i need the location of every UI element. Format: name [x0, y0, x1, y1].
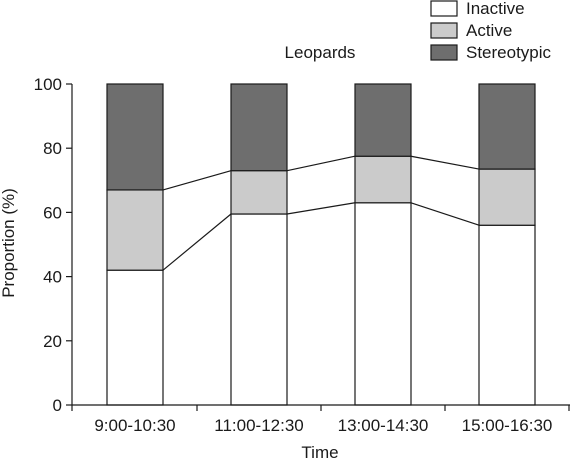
bar-active-2	[230, 170, 288, 215]
connector-line-inactive-3	[410, 202, 480, 226]
bar-inactive-4	[478, 224, 536, 406]
bar-active-3	[354, 155, 412, 204]
y-tick-label: 40	[43, 268, 62, 287]
x-tick-label: 9:00-10:30	[94, 416, 175, 435]
legend-label-active: Active	[466, 21, 512, 40]
chart-title: Leopards	[285, 43, 356, 62]
bar-inactive-3	[354, 202, 412, 406]
legend-label-inactive: Inactive	[466, 0, 525, 18]
axes-layer: 0 20 40 60 80 100 9:00-10:30 11:00-12:30 13:00-1…	[34, 75, 570, 435]
legend-swatch-stereotypic	[430, 44, 458, 61]
bar-stereotypic-4	[478, 83, 536, 170]
y-tick-label: 60	[43, 203, 62, 222]
bar-stereotypic-2	[230, 83, 288, 172]
x-tick-label: 11:00-12:30	[214, 416, 303, 435]
connector-line-inactive-1	[162, 213, 232, 271]
connector-line-active-3	[410, 155, 480, 170]
bar-stereotypic-1	[106, 83, 164, 191]
bar-inactive-2	[230, 213, 288, 406]
bar-stereotypic-3	[354, 83, 412, 157]
connector-lines-layer	[162, 155, 480, 271]
x-axis-label: Time	[301, 443, 338, 460]
y-tick-label: 0	[53, 396, 62, 415]
connector-line-inactive-2	[286, 202, 356, 215]
y-tick-label: 20	[43, 332, 62, 351]
bar-active-4	[478, 168, 536, 226]
legend-label-stereotypic: Stereotypic	[466, 43, 552, 62]
y-axis-label: Proportion (%)	[0, 188, 18, 298]
legend: Inactive Active Stereotypic	[430, 0, 552, 62]
legend-swatch-inactive	[430, 0, 458, 17]
bars-layer	[106, 83, 536, 406]
legend-swatch-active	[430, 22, 458, 39]
bar-active-1	[106, 189, 164, 271]
x-tick-label: 15:00-16:30	[462, 416, 553, 435]
y-tick-label: 80	[43, 139, 62, 158]
connector-line-active-1	[162, 170, 232, 191]
connector-line-active-2	[286, 155, 356, 172]
y-tick-label: 100	[34, 75, 62, 94]
x-tick-label: 13:00-14:30	[338, 416, 429, 435]
bar-inactive-1	[106, 269, 164, 406]
